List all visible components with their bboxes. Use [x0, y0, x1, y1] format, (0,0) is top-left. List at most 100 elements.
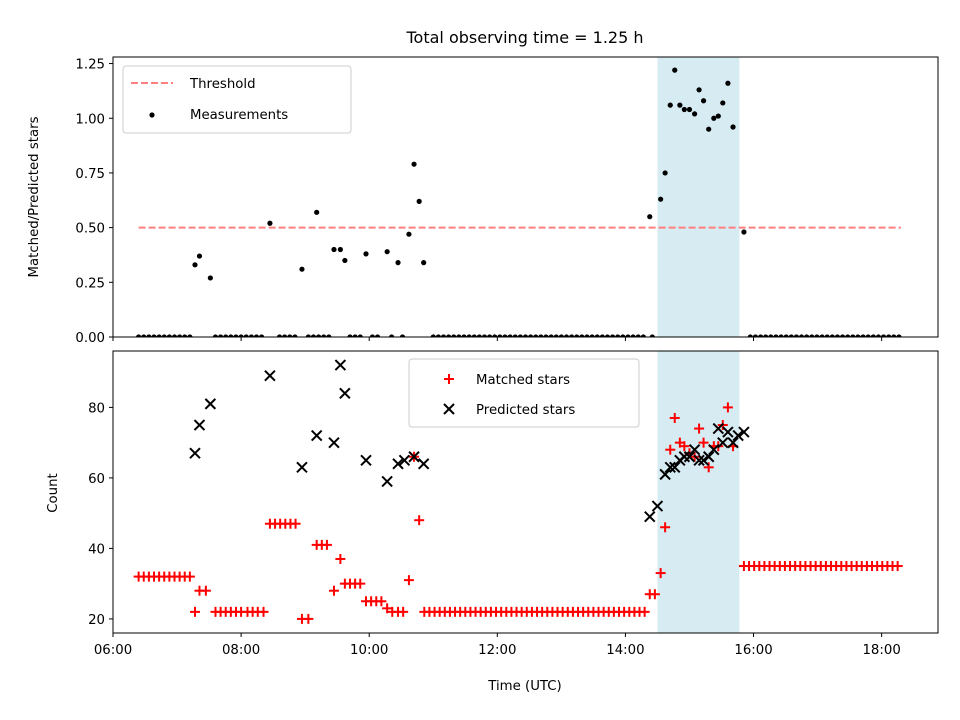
predicted-star-point: [702, 451, 715, 463]
zero-measurement-point: [610, 334, 616, 337]
zero-measurement-point: [182, 334, 188, 337]
zero-measurement-point: [326, 334, 332, 337]
zero-measurement-point: [574, 334, 580, 337]
measurement-point: [331, 246, 337, 253]
zero-measurement-point: [223, 334, 229, 337]
matched-star-point: [403, 575, 414, 586]
measurement-point: [416, 198, 422, 204]
zero-measurement-point: [875, 334, 882, 337]
measurement-point: [672, 67, 678, 73]
matched-star-point: [698, 437, 709, 448]
zero-measurement-point: [855, 334, 861, 337]
count-panel-frame: [112, 350, 939, 634]
zero-measurement-point: [357, 334, 363, 337]
zero-measurement-point: [466, 334, 472, 337]
zero-measurement-point: [896, 334, 902, 337]
predicted-star-point: [697, 454, 710, 466]
zero-measurement-point: [292, 334, 298, 337]
measurement-point: [363, 251, 369, 257]
predicted-star-point: [727, 436, 739, 449]
predicted-star-point: [712, 422, 725, 435]
zero-measurement-point: [171, 334, 178, 337]
legend-threshold-label: Threshold: [189, 77, 256, 92]
zero-measurement-point: [615, 334, 621, 337]
zero-measurement-point: [783, 334, 789, 337]
zero-measurement-point: [752, 334, 759, 337]
zero-measurement-point: [870, 334, 876, 337]
matched-star-point: [328, 585, 339, 596]
zero-measurement-point: [476, 334, 482, 337]
measurement-point: [395, 260, 401, 266]
ratio-y-tick-label: 0.25: [75, 276, 105, 291]
zero-measurement-point: [347, 334, 353, 337]
zero-measurement-point: [528, 334, 534, 337]
zero-measurement-point: [276, 334, 283, 337]
zero-measurement-point: [497, 334, 503, 337]
zero-measurement-point: [451, 334, 457, 337]
measurement-point: [720, 100, 726, 106]
matched-star-point: [382, 603, 393, 614]
zero-measurement-point: [259, 334, 265, 337]
measurement-point: [421, 260, 427, 266]
zero-measurement-point: [814, 334, 820, 337]
zero-measurement-point: [502, 334, 508, 337]
measurement-point: [196, 253, 203, 259]
count-panel-plot-area: [133, 359, 903, 624]
matched-star-point: [694, 423, 705, 434]
measurement-point: [741, 229, 747, 235]
zero-measurement-point: [845, 334, 851, 337]
legend-predicted-label: Predicted stars: [476, 403, 575, 418]
x-tick-label: 08:00: [222, 643, 260, 658]
predicted-star-point: [693, 454, 705, 466]
zero-measurement-point: [430, 334, 436, 337]
matched-star-point: [321, 539, 332, 550]
predicted-star-point: [717, 436, 729, 449]
predicted-star-point: [310, 429, 323, 442]
measurement-point: [647, 214, 653, 220]
zero-measurement-point: [399, 334, 406, 337]
zero-measurement-point: [763, 334, 769, 337]
zero-measurement-point: [238, 334, 244, 337]
measurement-point: [658, 196, 664, 202]
measurement-point: [700, 98, 707, 104]
zero-measurement-point: [824, 334, 830, 337]
predicted-star-point: [189, 447, 201, 459]
measurement-point: [711, 115, 717, 121]
predicted-star-point: [408, 451, 420, 463]
matched-star-point: [355, 578, 366, 589]
zero-measurement-point: [778, 334, 784, 337]
zero-measurement-point: [834, 334, 841, 337]
predicted-star-point: [708, 443, 720, 456]
zero-measurement-point: [768, 334, 774, 337]
zero-measurement-point: [456, 334, 462, 337]
zero-measurement-point: [446, 334, 452, 337]
zero-measurement-point: [747, 334, 753, 337]
zero-measurement-point: [156, 334, 162, 337]
measurement-point: [337, 246, 343, 253]
zero-measurement-point: [310, 334, 317, 337]
zero-measurement-point: [305, 334, 311, 337]
zero-measurement-point: [146, 334, 152, 337]
zero-measurement-point: [839, 334, 846, 337]
measurement-point: [691, 111, 698, 117]
measurement-point: [706, 126, 712, 132]
zero-measurement-point: [625, 334, 631, 337]
zero-measurement-point: [471, 334, 477, 337]
matched-star-point: [290, 518, 301, 529]
matched-star-point: [722, 402, 733, 413]
matched-star-point: [665, 444, 676, 455]
zero-measurement-point: [243, 334, 249, 337]
predicted-star-point: [738, 426, 750, 438]
ratio-panel-legend: Threshold Measurements: [122, 65, 352, 134]
zero-measurement-point: [809, 334, 815, 337]
legend-measurements-label: Measurements: [190, 108, 288, 123]
ratio-panel: 0.00 0.25 0.50 0.75 1.00 1.25 Matched/Predict…: [27, 56, 939, 346]
zero-measurement-point: [829, 334, 835, 337]
zero-measurement-point: [177, 334, 183, 337]
zero-measurement-point: [512, 334, 518, 337]
zero-measurement-point: [161, 334, 167, 337]
zero-measurement-point: [136, 334, 142, 337]
ratio-panel-frame: [112, 56, 939, 338]
x-tick-label: 06:00: [94, 643, 132, 658]
zero-measurement-point: [773, 334, 779, 337]
